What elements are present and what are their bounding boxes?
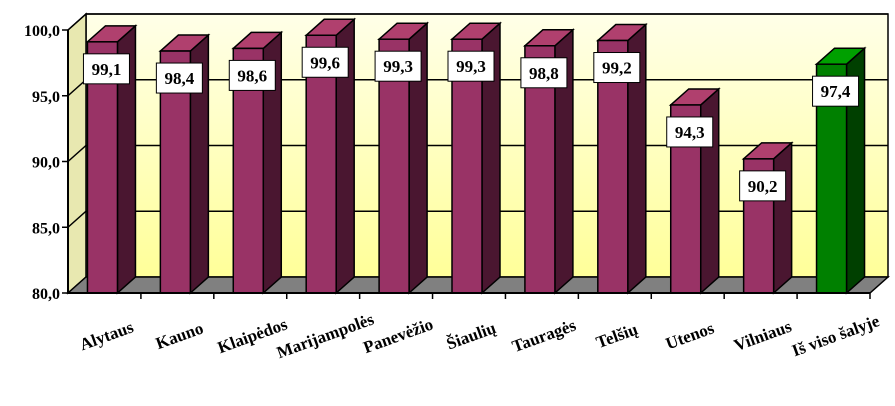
- bar: 98,8: [520, 28, 575, 295]
- x-tick-label: Vilniaus: [731, 317, 794, 355]
- data-label-text: 99,3: [456, 57, 486, 76]
- data-label: 99,2: [593, 52, 641, 84]
- data-label-box: [82, 53, 130, 85]
- bars: 99,1 98,4 98,6 99,6 99,3 99,3 98,8 99,2 94,3 90,2…: [82, 17, 867, 295]
- y-tick-label: 80,0: [32, 286, 60, 303]
- data-label-box: [301, 46, 349, 78]
- x-tick-label: Utenos: [663, 318, 717, 353]
- x-tick-label: Kauno: [153, 319, 206, 354]
- data-label-text: 99,2: [602, 59, 632, 78]
- data-label-box: [228, 59, 276, 91]
- x-tick-label: Iš viso šalyje: [789, 311, 882, 360]
- data-label-text: 99,3: [383, 57, 413, 76]
- data-label-box: [739, 170, 787, 202]
- data-label-text: 97,4: [821, 82, 851, 101]
- x-tick-label: Tauragės: [510, 315, 579, 356]
- data-label: 99,1: [82, 53, 130, 85]
- data-label-text: 90,2: [748, 177, 778, 196]
- data-label: 98,6: [228, 59, 276, 91]
- data-label-text: 94,3: [675, 123, 705, 142]
- x-axis: Alytaus Kauno KlaipėdosMarijampolėsPanevėž…: [68, 292, 882, 362]
- y-tick-label: 100,0: [24, 23, 60, 40]
- data-label: 98,4: [155, 62, 203, 94]
- grid-line: [67, 13, 888, 31]
- bar: 99,2: [593, 22, 648, 295]
- data-label-text: 98,8: [529, 64, 559, 83]
- data-label: 99,3: [374, 50, 422, 82]
- data-label-box: [374, 50, 422, 82]
- bar: 94,3: [666, 87, 721, 295]
- data-label: 98,8: [520, 57, 568, 89]
- bar: 98,6: [228, 30, 284, 295]
- data-label: 90,2: [739, 170, 787, 202]
- data-label-box: [812, 75, 860, 107]
- data-label-box: [447, 50, 495, 82]
- bar: 99,3: [447, 21, 502, 295]
- x-tick-label: Telšių: [594, 320, 641, 353]
- data-label: 97,4: [812, 75, 860, 107]
- x-tick-label: Marijampolės: [274, 309, 377, 362]
- data-label-box: [520, 57, 568, 89]
- data-label-text: 99,1: [92, 60, 122, 79]
- data-label: 99,3: [447, 50, 495, 82]
- bar: 90,2: [739, 141, 794, 295]
- data-label-text: 98,4: [164, 69, 194, 88]
- x-tick-label: Šiaulių: [444, 318, 498, 353]
- data-label: 94,3: [666, 116, 714, 148]
- bar-side: [772, 141, 793, 295]
- data-label-text: 99,6: [310, 53, 340, 72]
- bar: 98,4: [155, 33, 211, 295]
- y-tick-label: 95,0: [32, 89, 60, 106]
- bar-front: [305, 34, 337, 294]
- bar: 97,4: [812, 46, 867, 295]
- data-label-box: [593, 52, 641, 84]
- bar: 99,3: [374, 21, 430, 295]
- data-label-box: [666, 116, 714, 148]
- data-label: 99,6: [301, 46, 349, 78]
- y-tick-label: 85,0: [32, 220, 60, 237]
- bar: 99,6: [301, 17, 357, 295]
- y-axis: 100,0 95,0 90,0 85,0 80,0: [24, 23, 69, 303]
- x-tick-label: Alytaus: [77, 317, 136, 354]
- bar: 99,1: [82, 24, 138, 295]
- data-label-box: [155, 62, 203, 94]
- data-label-text: 98,6: [237, 66, 267, 85]
- y-tick-label: 90,0: [32, 155, 60, 172]
